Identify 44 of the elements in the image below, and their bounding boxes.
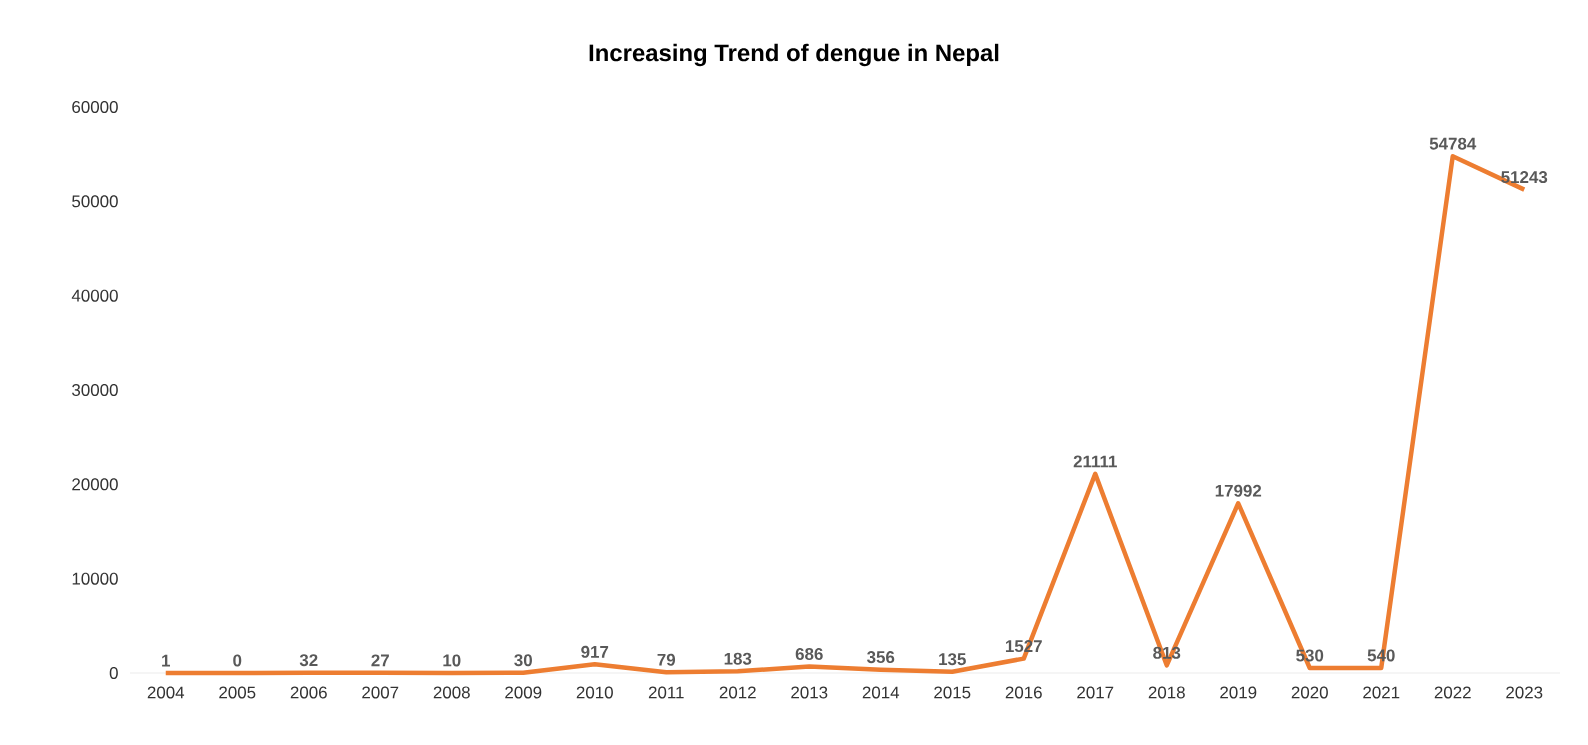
data-label: 79	[657, 653, 676, 666]
data-label: 135	[939, 653, 966, 666]
y-tick-label: 40000	[71, 289, 118, 302]
x-tick-label: 2012	[719, 686, 756, 699]
x-tick-label: 2008	[433, 686, 470, 699]
x-tick-label: 2018	[1148, 686, 1185, 699]
x-tick-label: 2006	[290, 686, 327, 699]
data-label: 54784	[1429, 137, 1477, 150]
x-tick-label: 2020	[1291, 686, 1328, 699]
data-label: 32	[299, 654, 318, 667]
y-tick-label: 10000	[72, 572, 118, 585]
x-tick-label: 2004	[147, 686, 185, 699]
x-tick-label: 2023	[1506, 686, 1543, 699]
data-label: 0	[233, 654, 242, 667]
chart-title: Increasing Trend of dengue in Nepal	[589, 43, 999, 67]
data-label: 21111	[1073, 455, 1117, 468]
x-tick-label: 2021	[1363, 686, 1400, 699]
x-tick-label: 2016	[1005, 686, 1042, 699]
data-label: 30	[514, 654, 532, 667]
x-tick-label: 2011	[648, 686, 684, 699]
y-tick-label: 20000	[72, 478, 118, 491]
data-label: 1	[162, 654, 170, 667]
x-tick-label: 2005	[219, 686, 256, 699]
x-tick-label: 2019	[1220, 686, 1257, 699]
y-tick-label: 50000	[72, 195, 118, 208]
data-label: 17992	[1215, 484, 1262, 497]
x-tick-label: 2015	[934, 686, 971, 699]
x-tick-label: 2010	[576, 686, 613, 699]
y-tick-label: 30000	[72, 384, 118, 396]
x-tick-label: 2013	[791, 686, 828, 699]
x-tick-label: 2017	[1077, 686, 1114, 699]
x-tick-label: 2009	[505, 686, 542, 699]
data-label: 686	[795, 648, 823, 661]
data-label: 10	[443, 654, 461, 667]
data-label: 183	[724, 652, 752, 665]
y-tick-label: 0	[109, 667, 118, 679]
data-label: 917	[581, 645, 609, 658]
y-tick-label: 60000	[72, 101, 118, 113]
x-tick-label: 2007	[362, 686, 399, 699]
x-tick-label: 2014	[862, 686, 900, 699]
data-label: 51243	[1501, 171, 1548, 184]
x-tick-label: 2022	[1434, 686, 1471, 699]
data-label: 356	[867, 651, 895, 664]
data-label: 27	[371, 654, 389, 667]
